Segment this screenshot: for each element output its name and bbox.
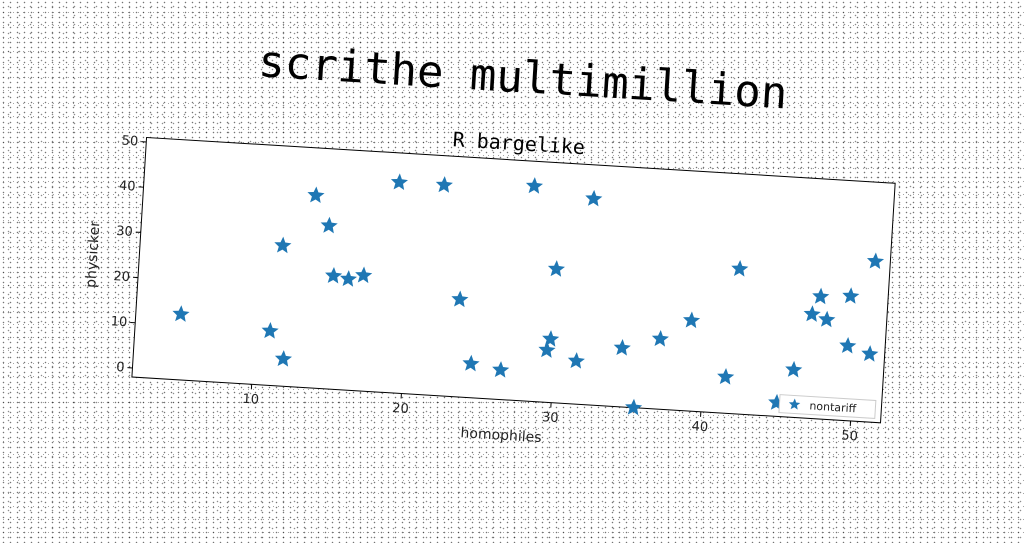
y-tick-label: 20 <box>113 269 130 285</box>
y-tick-label: 0 <box>116 360 125 375</box>
y-axis-label: physicker <box>83 220 103 288</box>
x-tick-label: 40 <box>691 419 708 435</box>
legend-label: nontariff <box>809 399 857 415</box>
x-tick-label: 20 <box>392 401 409 417</box>
y-tick-label: 30 <box>116 224 133 240</box>
y-tick-label: 10 <box>110 314 127 330</box>
x-axis-label: homophiles <box>460 425 542 446</box>
x-tick-label: 10 <box>242 392 259 408</box>
y-tick-label: 50 <box>121 134 138 150</box>
plot-area <box>132 137 895 422</box>
x-tick-label: 50 <box>841 428 858 444</box>
x-tick-label: 30 <box>541 410 558 426</box>
y-tick-label: 40 <box>119 179 136 195</box>
chart-subtitle: R bargelike <box>452 127 586 159</box>
